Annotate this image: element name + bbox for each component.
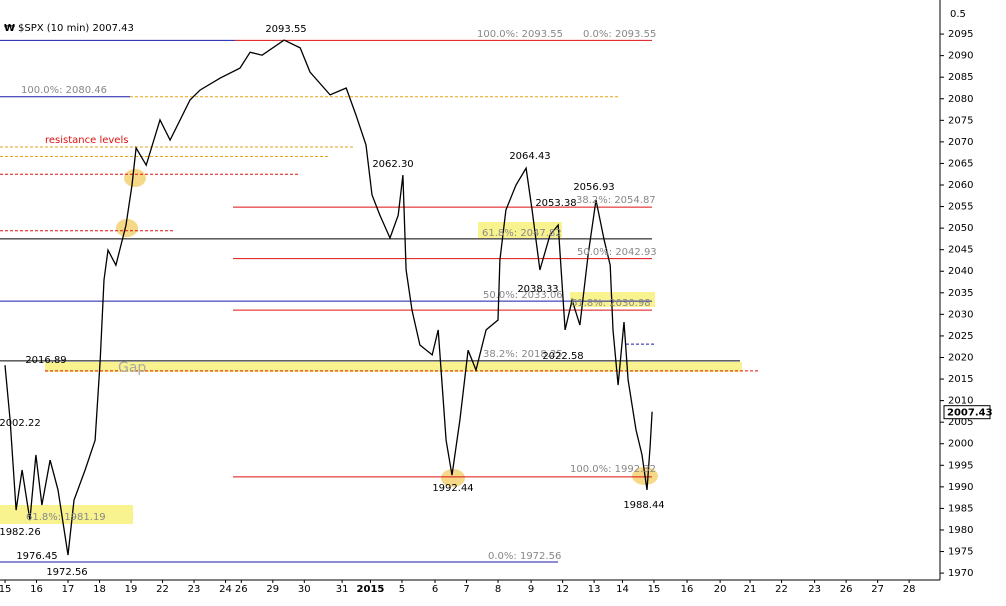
y-tick-label: 1995 [948, 460, 973, 471]
y-tick-label: 1970 [948, 568, 973, 579]
x-tick-label: 18 [93, 584, 106, 595]
annotation: 38.2%: 2054.87 [576, 195, 656, 206]
x-tick-label: 9 [528, 584, 534, 595]
annotation: 1988.44 [623, 500, 664, 511]
x-tick-label: 12 [556, 584, 569, 595]
highlight [570, 292, 655, 307]
y-tick-label: 2075 [948, 115, 973, 126]
annotation: 1976.45 [16, 551, 57, 562]
y-tick-label: 2015 [948, 374, 973, 385]
x-tick-label: 22 [775, 584, 788, 595]
annotation: 50.0%: 2033.06 [483, 290, 563, 301]
y-tick-label: 2025 [948, 331, 973, 342]
annotation: Gap [118, 360, 146, 376]
y-tick-label: 2060 [948, 180, 973, 191]
annotation: 38.2%: 2018.25 [483, 349, 563, 360]
annotation: 1982.26 [0, 527, 41, 538]
y-tick-label: 2040 [948, 266, 973, 277]
annotation: resistance levels [45, 135, 128, 146]
x-tick-label: 23 [188, 584, 201, 595]
annotation: 2016.89 [25, 355, 66, 366]
y-tick-label: 2035 [948, 288, 973, 299]
x-tick-label: 19 [125, 584, 138, 595]
annotation: 61.8%: 1981.19 [26, 512, 106, 523]
y-tick-label: 2050 [948, 223, 973, 234]
icon: ₩ [4, 23, 15, 34]
y-tick-label: 1985 [948, 503, 973, 514]
x-tick-label: 20 [714, 584, 727, 595]
y-tick-label: 2045 [948, 245, 973, 256]
highlight-circle [116, 219, 138, 237]
scale-note: 0.5 [950, 9, 966, 20]
y-tick-label: 2090 [948, 51, 973, 62]
x-tick-label: 26 [235, 584, 248, 595]
annotation: 2022.58 [542, 351, 583, 362]
x-tick-label: 24 [219, 584, 232, 595]
annotation: 2038.33 [517, 284, 558, 295]
annotation: 1992.44 [432, 483, 473, 494]
y-tick-label: 2010 [948, 396, 973, 407]
x-tick-label: 17 [62, 584, 75, 595]
x-tick-label: 21 [744, 584, 757, 595]
y-tick-label: 2095 [948, 29, 973, 40]
y-tick-label: 2070 [948, 137, 973, 148]
annotation: 100.0%: 1992.32 [570, 464, 656, 475]
highlight-circle [124, 169, 146, 187]
y-tick-label: 1980 [948, 525, 973, 536]
x-tick-label: 7 [463, 584, 469, 595]
y-tick-label: 2065 [948, 158, 973, 169]
x-tick-label: 15 [0, 584, 11, 595]
x-tick-label: 16 [681, 584, 694, 595]
y-tick-label: 2055 [948, 202, 973, 213]
x-tick-label: 31 [336, 584, 349, 595]
y-tick-label: 2080 [948, 94, 973, 105]
annotation: 61.8%: 2047.82 [482, 228, 562, 239]
annotation: 61.8%: 2030.98 [571, 298, 651, 309]
annotation: 100.0%: 2080.46 [21, 85, 107, 96]
x-tick-label: 29 [266, 584, 279, 595]
annotation: 2056.93 [573, 182, 614, 193]
highlight [0, 505, 133, 524]
y-tick-label: 2020 [948, 352, 973, 363]
y-tick-label: 1990 [948, 482, 973, 493]
annotation: 2064.43 [509, 151, 550, 162]
x-tick-label: 14 [616, 584, 629, 595]
x-tick-label: 26 [840, 584, 853, 595]
annotation: 1972.56 [46, 567, 87, 578]
x-tick-label: 15 [648, 584, 661, 595]
annotation: 2062.30 [372, 159, 413, 170]
y-tick-label: 2030 [948, 309, 973, 320]
chart-title: $SPX (10 min) 2007.43 [18, 23, 134, 34]
annotation: 50.0%: 2042.93 [577, 247, 657, 258]
annotation: 2053.38 [535, 198, 576, 209]
x-tick-label: 13 [588, 584, 601, 595]
y-tick-label: 2005 [948, 417, 973, 428]
x-tick-label: 5 [399, 584, 405, 595]
x-tick-label: 6 [432, 584, 438, 595]
annotation: 100.0%: 2093.55 [477, 29, 563, 40]
highlight [478, 222, 562, 238]
y-tick-label: 1975 [948, 547, 973, 558]
annotation: 2002.22 [0, 418, 41, 429]
x-tick-label: 2015 [357, 584, 385, 595]
x-tick-label: 23 [808, 584, 821, 595]
x-tick-label: 28 [903, 584, 916, 595]
annotation: 2093.55 [265, 24, 306, 35]
annotation: 0.0%: 1972.56 [488, 551, 561, 562]
x-tick-label: 27 [871, 584, 884, 595]
annotation: 0.0%: 2093.55 [583, 29, 656, 40]
x-tick-label: 22 [156, 584, 169, 595]
x-tick-label: 8 [495, 584, 501, 595]
x-tick-label: 30 [298, 584, 311, 595]
price-line [4, 39, 653, 556]
highlight-circle [441, 469, 465, 487]
y-tick-label: 2000 [948, 439, 973, 450]
price-tag-box [943, 405, 991, 420]
y-tick-label: 2085 [948, 72, 973, 83]
gap-band [45, 362, 742, 372]
x-tick-label: 16 [30, 584, 43, 595]
price-tag: 2007.43 [947, 408, 993, 419]
